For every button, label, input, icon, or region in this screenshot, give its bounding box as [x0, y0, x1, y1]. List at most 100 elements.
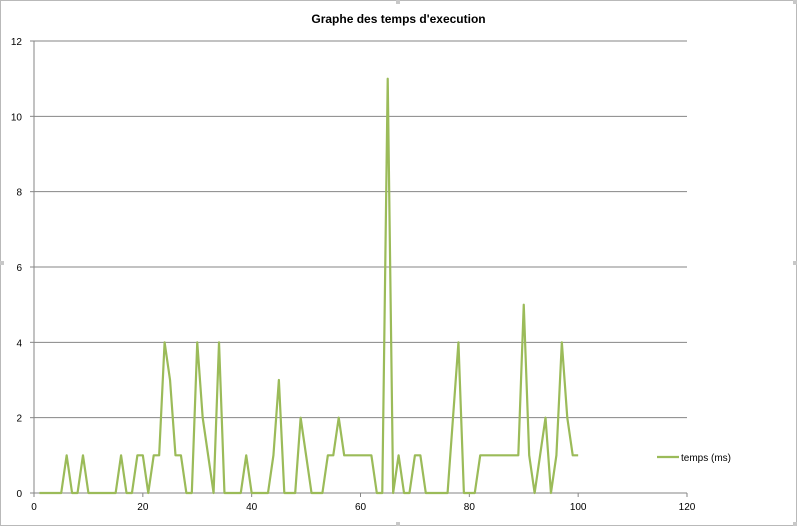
- data-point: [294, 492, 297, 495]
- y-tick-label: 4: [16, 338, 22, 349]
- data-point: [141, 454, 144, 457]
- axes: [30, 40, 688, 497]
- data-point: [92, 492, 95, 495]
- data-point: [234, 492, 237, 495]
- x-tick-label: 80: [464, 502, 476, 513]
- x-tick-label: 60: [355, 502, 367, 513]
- data-point: [506, 454, 509, 457]
- data-point: [169, 379, 172, 382]
- data-point: [413, 454, 416, 457]
- data-point: [386, 77, 389, 80]
- data-point: [397, 454, 400, 457]
- data-point: [256, 492, 259, 495]
- data-point: [457, 341, 460, 344]
- data-point: [299, 416, 302, 419]
- data-point: [403, 492, 406, 495]
- data-point: [430, 492, 433, 495]
- data-point: [549, 492, 552, 495]
- data-point: [261, 492, 264, 495]
- data-point: [76, 492, 79, 495]
- y-tick-label: 0: [16, 489, 22, 500]
- data-point: [522, 303, 525, 306]
- resize-handle-bottom[interactable]: [396, 522, 400, 526]
- data-point: [190, 492, 193, 495]
- data-point: [87, 492, 90, 495]
- data-point: [130, 492, 133, 495]
- data-point: [490, 454, 493, 457]
- resize-handle-right[interactable]: [793, 261, 797, 265]
- data-point: [560, 341, 563, 344]
- data-point: [310, 492, 313, 495]
- data-point: [441, 492, 444, 495]
- data-point: [223, 492, 226, 495]
- x-tick-label: 100: [570, 502, 587, 513]
- data-point: [348, 454, 351, 457]
- data-point: [277, 379, 280, 382]
- data-point: [239, 492, 242, 495]
- data-point: [511, 454, 514, 457]
- data-point: [147, 492, 150, 495]
- data-point: [343, 454, 346, 457]
- x-tick-label: 40: [246, 502, 258, 513]
- data-point: [196, 341, 199, 344]
- data-point: [337, 416, 340, 419]
- resize-handle-top[interactable]: [396, 0, 400, 4]
- data-point: [158, 454, 161, 457]
- data-point: [174, 454, 177, 457]
- data-point: [179, 454, 182, 457]
- data-point: [555, 454, 558, 457]
- y-tick-label: 10: [11, 112, 23, 123]
- data-point: [517, 454, 520, 457]
- data-point: [152, 454, 155, 457]
- data-point: [315, 492, 318, 495]
- series-line-temps: [39, 77, 579, 495]
- data-point: [452, 416, 455, 419]
- data-point: [250, 492, 253, 495]
- data-point: [364, 454, 367, 457]
- data-point: [446, 492, 449, 495]
- gridlines: [34, 40, 687, 419]
- data-point: [571, 454, 574, 457]
- data-point: [98, 492, 101, 495]
- data-point: [49, 492, 52, 495]
- data-point: [114, 492, 117, 495]
- resize-handle-left[interactable]: [0, 261, 4, 265]
- data-point: [359, 454, 362, 457]
- x-tick-label: 120: [679, 502, 696, 513]
- data-point: [201, 416, 204, 419]
- resize-handle-bottom-right[interactable]: [793, 522, 797, 526]
- legend: temps (ms): [657, 453, 731, 464]
- data-point: [120, 454, 123, 457]
- data-point: [71, 492, 74, 495]
- data-point: [218, 341, 221, 344]
- data-point: [500, 454, 503, 457]
- y-tick-label: 6: [16, 263, 22, 274]
- data-point: [103, 492, 106, 495]
- data-point: [419, 454, 422, 457]
- data-point: [370, 454, 373, 457]
- data-point: [266, 492, 269, 495]
- data-point: [125, 492, 128, 495]
- data-point: [544, 416, 547, 419]
- data-point: [245, 454, 248, 457]
- data-point: [54, 492, 57, 495]
- legend-label: temps (ms): [681, 453, 731, 464]
- data-point: [81, 454, 84, 457]
- data-point: [577, 454, 580, 457]
- data-point: [136, 454, 139, 457]
- data-point: [326, 454, 329, 457]
- resize-handle-top-right[interactable]: [793, 0, 797, 4]
- data-point: [305, 454, 308, 457]
- data-point: [163, 341, 166, 344]
- data-point: [212, 492, 215, 495]
- data-point: [283, 492, 286, 495]
- data-point: [321, 492, 324, 495]
- series-layer: [39, 77, 580, 495]
- data-point: [109, 492, 112, 495]
- data-point: [479, 454, 482, 457]
- data-point: [354, 454, 357, 457]
- data-point: [424, 492, 427, 495]
- data-point: [185, 492, 188, 495]
